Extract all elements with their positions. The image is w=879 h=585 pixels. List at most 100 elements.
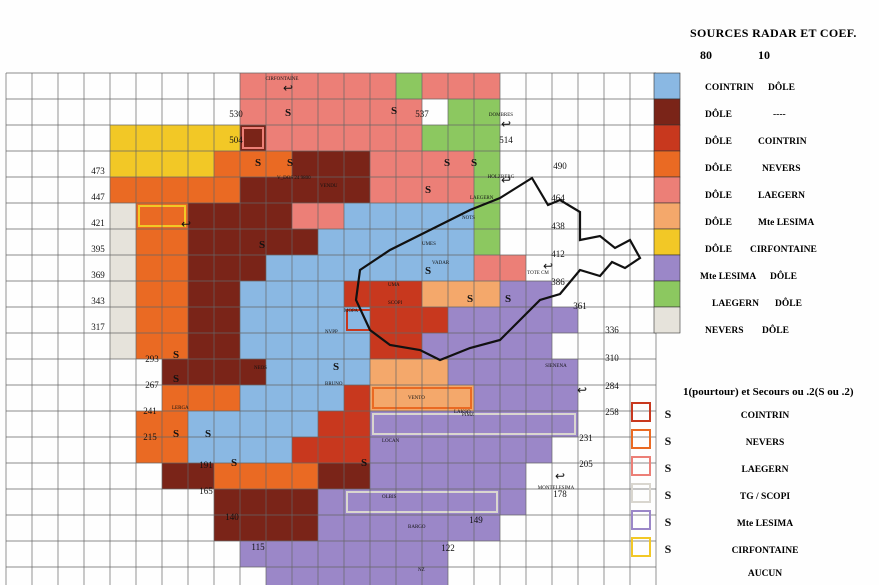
row-label: 438 (551, 221, 565, 231)
coverage-cell (422, 333, 552, 359)
radar-s-icon: S (471, 157, 477, 169)
radar-s-icon: S (665, 542, 672, 556)
backup-swatch (631, 429, 651, 449)
legend-swatch (653, 72, 681, 100)
row-label: 317 (91, 322, 105, 332)
radar-s-icon: S (287, 157, 293, 169)
row-label: 447 (91, 192, 105, 202)
row-label: 421 (91, 218, 105, 228)
radar-s-icon: S (205, 428, 211, 440)
coverage-cell (188, 229, 266, 255)
legend-swatch (653, 202, 681, 230)
legend-swatch (653, 306, 681, 334)
row-label: 336 (605, 325, 619, 335)
row-label: 231 (579, 433, 593, 443)
coverage-cell (474, 151, 500, 177)
row-label: 537 (415, 109, 429, 119)
radar-s-icon: S (173, 428, 179, 440)
row-label: 473 (91, 166, 105, 176)
sector-label: PIMZ (462, 413, 474, 418)
backup-swatch (631, 483, 651, 503)
row-label: 205 (579, 459, 593, 469)
radar-s-icon: S (255, 157, 261, 169)
legend-swatch (653, 280, 681, 308)
coverage-cell (162, 359, 188, 385)
sector-label: VENDU (320, 184, 338, 189)
coverage-cell (344, 203, 474, 229)
sector-label: LOCAN (382, 439, 400, 444)
coverage-cell (240, 99, 266, 125)
coverage-cell (110, 281, 136, 307)
site-label: CIRFONTAINE (266, 77, 299, 82)
row-label: 293 (145, 354, 159, 364)
coverage-cell (110, 333, 136, 359)
coverage-cell (448, 151, 474, 177)
coverage-cell (370, 151, 448, 177)
row-label: 395 (91, 244, 105, 254)
coverage-cell (266, 73, 396, 99)
sector-label: VADAR (432, 261, 450, 266)
site-label: TOTE CM (527, 271, 549, 276)
coverage-cell (292, 151, 370, 177)
radar-s-icon: S (361, 457, 367, 469)
backup-swatch (631, 456, 651, 476)
sector-label: LERGA (172, 406, 189, 411)
row-label: 361 (573, 301, 587, 311)
row-label: 490 (553, 161, 567, 171)
radar-s-icon: S (259, 239, 265, 251)
radar-s-icon: S (665, 515, 672, 529)
radar-s-icon: S (231, 457, 237, 469)
coverage-cell (396, 73, 422, 99)
sector-label: VENTO (408, 396, 425, 401)
country-border (354, 176, 642, 362)
coverage-cell (448, 359, 578, 385)
radar-s-icon: S (444, 157, 450, 169)
row-label: 310 (605, 353, 619, 363)
legend-swatch (653, 150, 681, 178)
coverage-cell (240, 177, 370, 203)
radar-site-icon: ↩ (501, 117, 511, 131)
sector-label: NZ (418, 568, 425, 573)
coverage-cell (188, 411, 318, 437)
coverage-cell (292, 437, 370, 463)
radar-s-icon: S (665, 407, 672, 421)
radar-s-icon: S (285, 107, 291, 119)
coverage-cell (318, 515, 500, 541)
sector-label: NVPP (325, 330, 338, 335)
row-label: 504 (229, 135, 243, 145)
coverage-cell (110, 307, 136, 333)
sector-label: V_DOS 24 9800 (277, 176, 311, 181)
radar-s-icon: S (665, 461, 672, 475)
row-label: 267 (145, 380, 159, 390)
coverage-cell (474, 229, 500, 255)
legend-swatch (653, 124, 681, 152)
row-label: 241 (143, 406, 157, 416)
row-label: 386 (551, 277, 565, 287)
radar-s-icon: S (467, 293, 473, 305)
radar-site-icon: ↩ (555, 469, 565, 483)
site-label: MONTELESIMA (538, 486, 575, 491)
row-label: 165 (199, 486, 213, 496)
coverage-cell (110, 177, 240, 203)
coverage-cell (188, 255, 266, 281)
coverage-cell (240, 73, 266, 99)
row-label: 284 (605, 381, 619, 391)
coverage-cell (110, 229, 136, 255)
coverage-cell (422, 125, 500, 151)
sector-label: NEOS (254, 366, 267, 371)
radar-site-icon: ↩ (501, 173, 511, 187)
radar-s-icon: S (425, 184, 431, 196)
sector-label: LAKSO (454, 410, 471, 415)
radar-site-icon: ↩ (543, 259, 553, 273)
coverage-cell (240, 125, 266, 151)
row-label: 514 (499, 135, 513, 145)
sector-label: SCOPI (388, 301, 403, 306)
sector-label: LAEGERN (470, 196, 494, 201)
radar-s-icon: S (505, 293, 511, 305)
coverage-cell (240, 333, 318, 359)
radar-s-icon: S (173, 373, 179, 385)
sector-label: UMES (422, 242, 436, 247)
coverage-cell (188, 359, 266, 385)
sector-label: MOPA (344, 309, 358, 314)
radar-s-icon: S (173, 349, 179, 361)
